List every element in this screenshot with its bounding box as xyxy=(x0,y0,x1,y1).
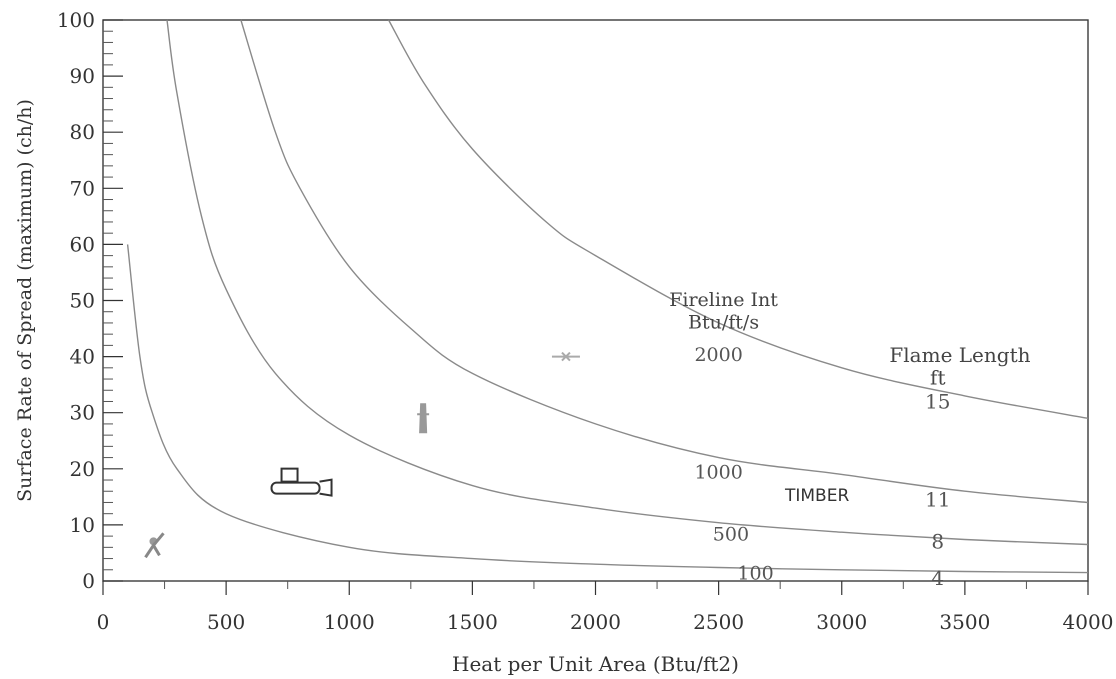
y-tick-label: 50 xyxy=(70,289,95,313)
x-tick-label: 2000 xyxy=(570,610,621,634)
y-tick-label: 100 xyxy=(57,8,95,32)
hand-crew-body-icon xyxy=(144,532,165,559)
y-tick-label: 70 xyxy=(70,176,95,200)
x-tick-label: 1500 xyxy=(447,610,498,634)
fireline-header-line1: Fireline Int xyxy=(669,289,778,311)
fireline-header-line2: Btu/ft/s xyxy=(688,312,759,334)
y-tick-label: 0 xyxy=(82,569,95,593)
x-axis-title: Heat per Unit Area (Btu/ft2) xyxy=(452,652,739,676)
bulldozer-blade-icon xyxy=(319,478,333,497)
flame-length-value-label: 15 xyxy=(925,389,950,413)
y-tick-label: 80 xyxy=(70,120,95,144)
fireline-value-label: 500 xyxy=(713,523,749,545)
fireline-value-label: 100 xyxy=(737,563,773,585)
fireline-value-label: 2000 xyxy=(694,344,742,366)
fireline-value-label: 1000 xyxy=(694,462,742,484)
bulldozer-cab-icon xyxy=(280,467,299,483)
bulldozer-icon xyxy=(270,467,333,497)
fireline-curve-500 xyxy=(166,19,1089,546)
y-tick-label: 20 xyxy=(70,457,95,481)
y-tick-label: 10 xyxy=(70,513,95,537)
x-tick-label: 1000 xyxy=(324,610,375,634)
engine-shape-icon xyxy=(417,403,430,434)
flame-length-value-label: 11 xyxy=(925,488,950,512)
y-tick-label: 30 xyxy=(70,401,95,425)
timber-region-label: TIMBER xyxy=(784,486,849,506)
x-tick-label: 3500 xyxy=(939,610,990,634)
hand-crew-icon xyxy=(144,532,165,559)
x-tick-label: 3000 xyxy=(816,610,867,634)
flame-length-value-label: 4 xyxy=(931,566,944,590)
aircraft-shape-icon xyxy=(551,351,580,362)
x-tick-label: 0 xyxy=(97,610,110,634)
fireline-curve-2000 xyxy=(387,19,1089,419)
x-tick-label: 500 xyxy=(207,610,245,634)
engine-icon xyxy=(417,403,430,434)
y-tick-label: 40 xyxy=(70,345,95,369)
x-tick-label: 4000 xyxy=(1063,610,1114,634)
fireline-curve-100 xyxy=(126,244,1089,574)
bulldozer-track-icon xyxy=(270,481,321,495)
aircraft-icon xyxy=(551,351,580,362)
y-tick-label: 60 xyxy=(70,232,95,256)
flame-length-header-line1: Flame Length xyxy=(889,343,1030,367)
y-axis-title: Surface Rate of Spread (maximum) (ch/h) xyxy=(14,99,36,502)
y-tick-label: 90 xyxy=(70,64,95,88)
x-tick-label: 2500 xyxy=(693,610,744,634)
fireline-curve-1000 xyxy=(240,19,1089,504)
flame-length-header-line2: ft xyxy=(930,366,945,390)
flame-length-value-label: 8 xyxy=(931,530,944,554)
